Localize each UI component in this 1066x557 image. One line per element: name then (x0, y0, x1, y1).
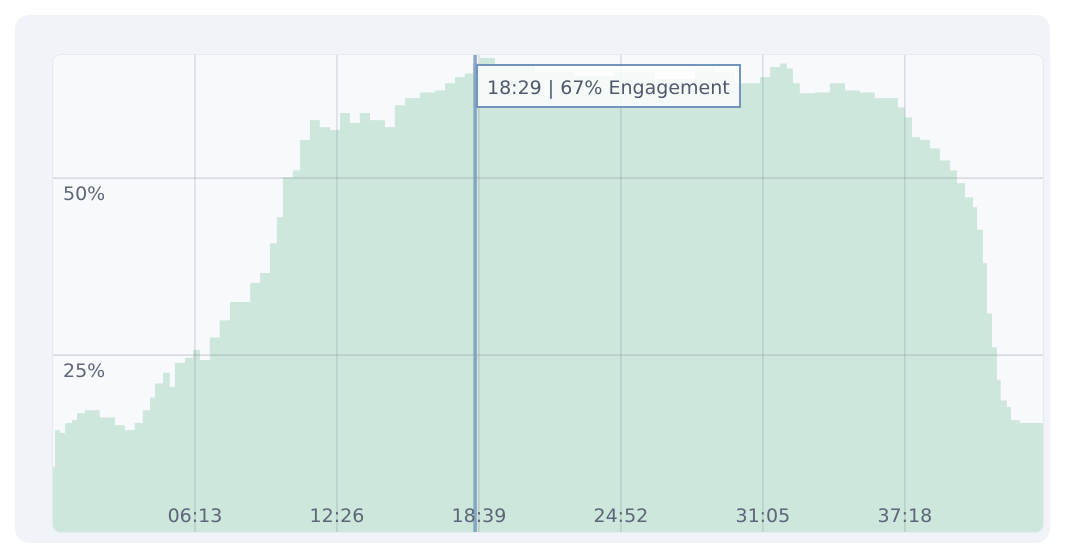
y-tick-label: 50% (63, 183, 106, 206)
x-tick-label: 06:13 (167, 505, 223, 527)
x-tick-label: 31:05 (735, 505, 791, 527)
engagement-chart (53, 55, 1043, 532)
plot-area[interactable]: 25% 50% 06:13 12:26 18:39 24:52 31:05 37:18 18… (53, 55, 1043, 532)
engagement-area (53, 57, 1043, 532)
y-tick-label: 25% (63, 360, 106, 383)
x-tick-label: 18:39 (451, 505, 507, 527)
x-tick-label: 12:26 (309, 505, 365, 527)
tooltip: 18:29 | 67% Engagement (476, 64, 741, 108)
x-tick-label: 37:18 (877, 505, 933, 527)
x-tick-label: 24:52 (593, 505, 649, 527)
chart-card: 25% 50% 06:13 12:26 18:39 24:52 31:05 37:18 18… (15, 15, 1050, 543)
